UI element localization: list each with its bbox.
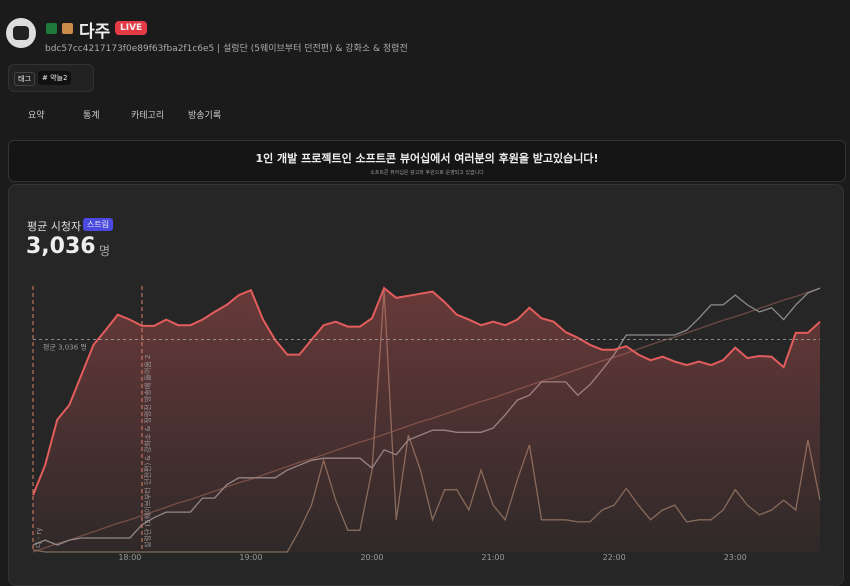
annotation-text: 다 - ry <box>34 528 43 548</box>
tag-label[interactable]: 태그 <box>14 72 35 86</box>
tab[interactable]: 카테고리 <box>131 111 165 121</box>
x-tick-label: 22:00 <box>603 553 626 562</box>
x-tick-label: 21:00 <box>482 553 505 562</box>
tag-box <box>8 64 94 92</box>
x-tick-label: 19:00 <box>239 553 262 562</box>
avatar <box>6 18 36 48</box>
average-label: 평균 3,036 명 <box>43 342 87 351</box>
area <box>33 288 820 552</box>
card-title: 평균 시청자 <box>27 220 82 233</box>
x-tick-label: 20:00 <box>360 553 383 562</box>
tag[interactable]: # 약늘2 <box>38 71 72 85</box>
chart: 18:00 19:00 20:00 21:00 22:00 23:00 평균 3,036 명… <box>32 286 821 562</box>
icon <box>62 23 73 34</box>
x-tick-label: 18:00 <box>118 553 141 562</box>
banner[interactable]: 1인 개발 프로젝트인 소프트콘 뷰어십에서 여러분의 후원을 받고있습니다! … <box>8 140 846 182</box>
tab[interactable]: 통계 <box>83 111 100 121</box>
x-tick-label: 23:00 <box>724 553 747 562</box>
banner-title: 1인 개발 프로젝트인 소프트콘 뷰어십에서 여러분의 후원을 받고있습니다! <box>255 152 599 165</box>
subtitle: bdc57cc4217173f0e89f63fba2f1c6e5 | 설렁단 (… <box>45 44 408 54</box>
tab[interactable]: 방송기록 <box>188 111 222 121</box>
streamer-name: 다주 <box>79 22 111 42</box>
series-line <box>32 286 821 496</box>
card-unit: 명 <box>99 244 111 258</box>
page: 다주 LIVE bdc57cc4217173f0e89f63fba2f1c6e5… <box>6 18 846 586</box>
tab[interactable]: 요약 <box>28 111 45 121</box>
live-badge: LIVE <box>115 21 148 35</box>
card-badge: 스트림 <box>83 218 114 231</box>
annotation-text: 설렁단 (5웨이브부터 던전편) & 강화소 & 정령전 방송에 들어옴 2 <box>143 355 152 548</box>
icon <box>46 23 57 34</box>
card-value: 3,036 <box>26 234 96 259</box>
banner-subtitle: 소프트콘 뷰어십은 광고와 후원으로 운영되고 있습니다 <box>370 170 484 176</box>
